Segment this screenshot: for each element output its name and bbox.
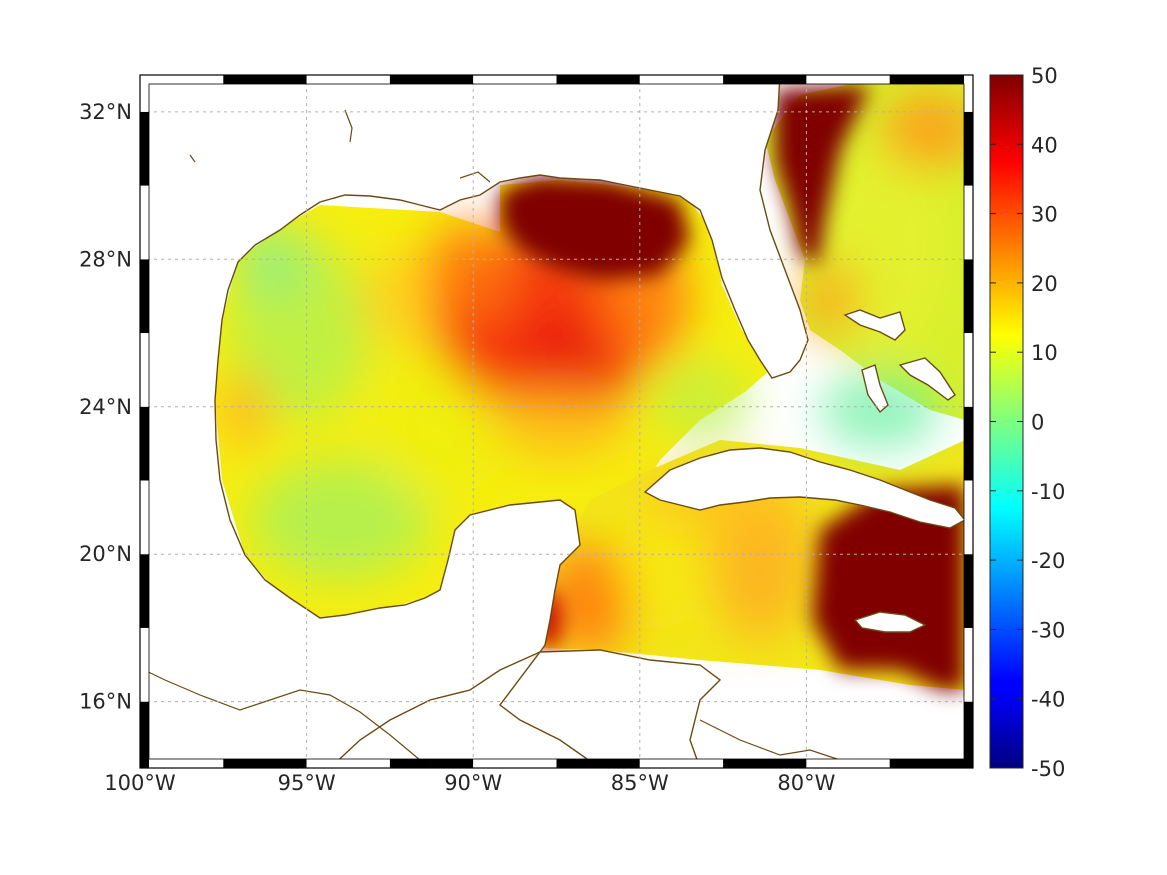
lon-tick-label: 90°W bbox=[444, 771, 502, 795]
frame-top-seg bbox=[389, 75, 474, 84]
lat-tick-label: 24°N bbox=[79, 395, 132, 419]
frame-left-seg bbox=[140, 259, 149, 334]
lon-tick-label: 95°W bbox=[278, 771, 336, 795]
frame-bottom-seg bbox=[140, 759, 224, 768]
frame-left-seg bbox=[140, 75, 149, 112]
frame-bottom-seg bbox=[306, 759, 390, 768]
frame-bottom-seg bbox=[473, 759, 557, 768]
colorbar-tick-label: 40 bbox=[1031, 133, 1058, 157]
colorbar-tick-label: 30 bbox=[1031, 203, 1058, 227]
lon-tick-labels: 100°W 95°W 90°W 85°W 80°W bbox=[104, 771, 835, 795]
land-masses bbox=[140, 75, 967, 768]
colorbar-tick-label: 0 bbox=[1031, 411, 1044, 435]
colorbar: 50 40 30 20 10 0 -10 -20 -30 -40 -50 bbox=[989, 64, 1065, 781]
frame-left-seg bbox=[140, 406, 149, 481]
frame-top-seg bbox=[306, 75, 390, 84]
frame-left-seg bbox=[140, 185, 149, 260]
frame-bottom-seg bbox=[556, 759, 640, 768]
frame-bottom-seg bbox=[639, 759, 724, 768]
frame-right-seg bbox=[964, 259, 973, 334]
colorbar-tick-label: -30 bbox=[1031, 618, 1065, 642]
frame-right-seg bbox=[964, 111, 973, 186]
map-frame bbox=[139, 74, 974, 769]
grid bbox=[139, 75, 973, 768]
frame-left-seg bbox=[140, 554, 149, 628]
frame-outline bbox=[139, 74, 974, 769]
frame-right-seg bbox=[964, 75, 973, 112]
frame-top-seg bbox=[473, 75, 557, 84]
colorbar-tick-label: 10 bbox=[1031, 341, 1058, 365]
frame-right-seg bbox=[964, 554, 973, 628]
frame-top-seg bbox=[223, 75, 307, 84]
lat-tick-label: 32°N bbox=[79, 100, 132, 124]
coastlines bbox=[140, 109, 841, 768]
colorbar-ticks: 50 40 30 20 10 0 -10 -20 -30 -40 -50 bbox=[990, 64, 1065, 781]
frame-bottom-seg bbox=[889, 759, 973, 768]
frame-top-seg bbox=[140, 75, 224, 84]
colorbar-tick-label: -10 bbox=[1031, 480, 1065, 504]
frame-right-seg bbox=[964, 701, 973, 768]
frame-left-seg bbox=[140, 111, 149, 186]
frame-right-seg bbox=[964, 333, 973, 407]
lat-tick-label: 20°N bbox=[79, 542, 132, 566]
frame-left-seg bbox=[140, 627, 149, 702]
frame-top-seg bbox=[806, 75, 890, 84]
frame-left-seg bbox=[140, 480, 149, 555]
frame-top-seg bbox=[723, 75, 807, 84]
frame-top-seg bbox=[639, 75, 724, 84]
frame-left-seg bbox=[140, 333, 149, 407]
lat-tick-label: 28°N bbox=[79, 247, 132, 271]
frame-top-seg bbox=[556, 75, 640, 84]
frame-bottom-seg bbox=[389, 759, 474, 768]
lon-tick-label: 85°W bbox=[611, 771, 669, 795]
frame-right-seg bbox=[964, 480, 973, 555]
frame-bottom-seg bbox=[806, 759, 890, 768]
frame-inner-outline bbox=[148, 83, 965, 760]
ocean-field bbox=[140, 75, 973, 768]
lat-tick-label: 16°N bbox=[79, 690, 132, 714]
colorbar-tick-label: -40 bbox=[1031, 688, 1065, 712]
frame-right-seg bbox=[964, 185, 973, 260]
colorbar-tick-label: 20 bbox=[1031, 272, 1058, 296]
colorbar-tick-label: -50 bbox=[1031, 757, 1065, 781]
frame-bottom-seg bbox=[723, 759, 807, 768]
frame-top-seg bbox=[889, 75, 973, 84]
frame-right-seg bbox=[964, 627, 973, 702]
lon-tick-label: 80°W bbox=[777, 771, 835, 795]
colorbar-tick-label: -20 bbox=[1031, 549, 1065, 573]
lat-tick-labels: 32°N 28°N 24°N 20°N 16°N bbox=[79, 100, 132, 714]
frame-left-seg bbox=[140, 701, 149, 768]
frame-bottom-seg bbox=[223, 759, 307, 768]
frame-right-seg bbox=[964, 406, 973, 481]
colorbar-tick-label: 50 bbox=[1031, 64, 1058, 88]
lon-tick-label: 100°W bbox=[104, 771, 176, 795]
